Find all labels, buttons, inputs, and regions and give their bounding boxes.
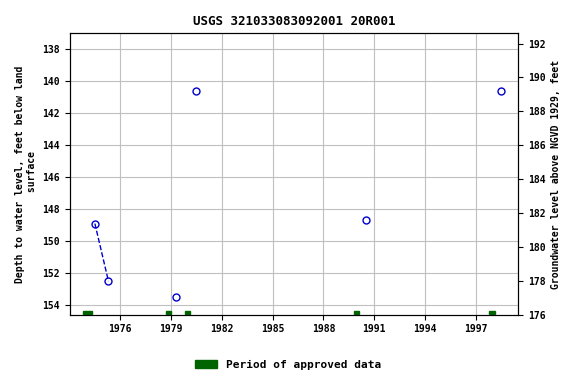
Title: USGS 321033083092001 20R001: USGS 321033083092001 20R001 (192, 15, 395, 28)
Bar (83, 311, 92, 314)
Y-axis label: Groundwater level above NGVD 1929, feet: Groundwater level above NGVD 1929, feet (551, 60, 561, 289)
Y-axis label: Depth to water level, feet below land
 surface: Depth to water level, feet below land su… (15, 65, 37, 283)
Bar (354, 311, 359, 314)
Bar (185, 311, 190, 314)
Bar (166, 311, 171, 314)
Legend: Period of approved data: Period of approved data (191, 356, 385, 375)
Bar (490, 311, 495, 314)
